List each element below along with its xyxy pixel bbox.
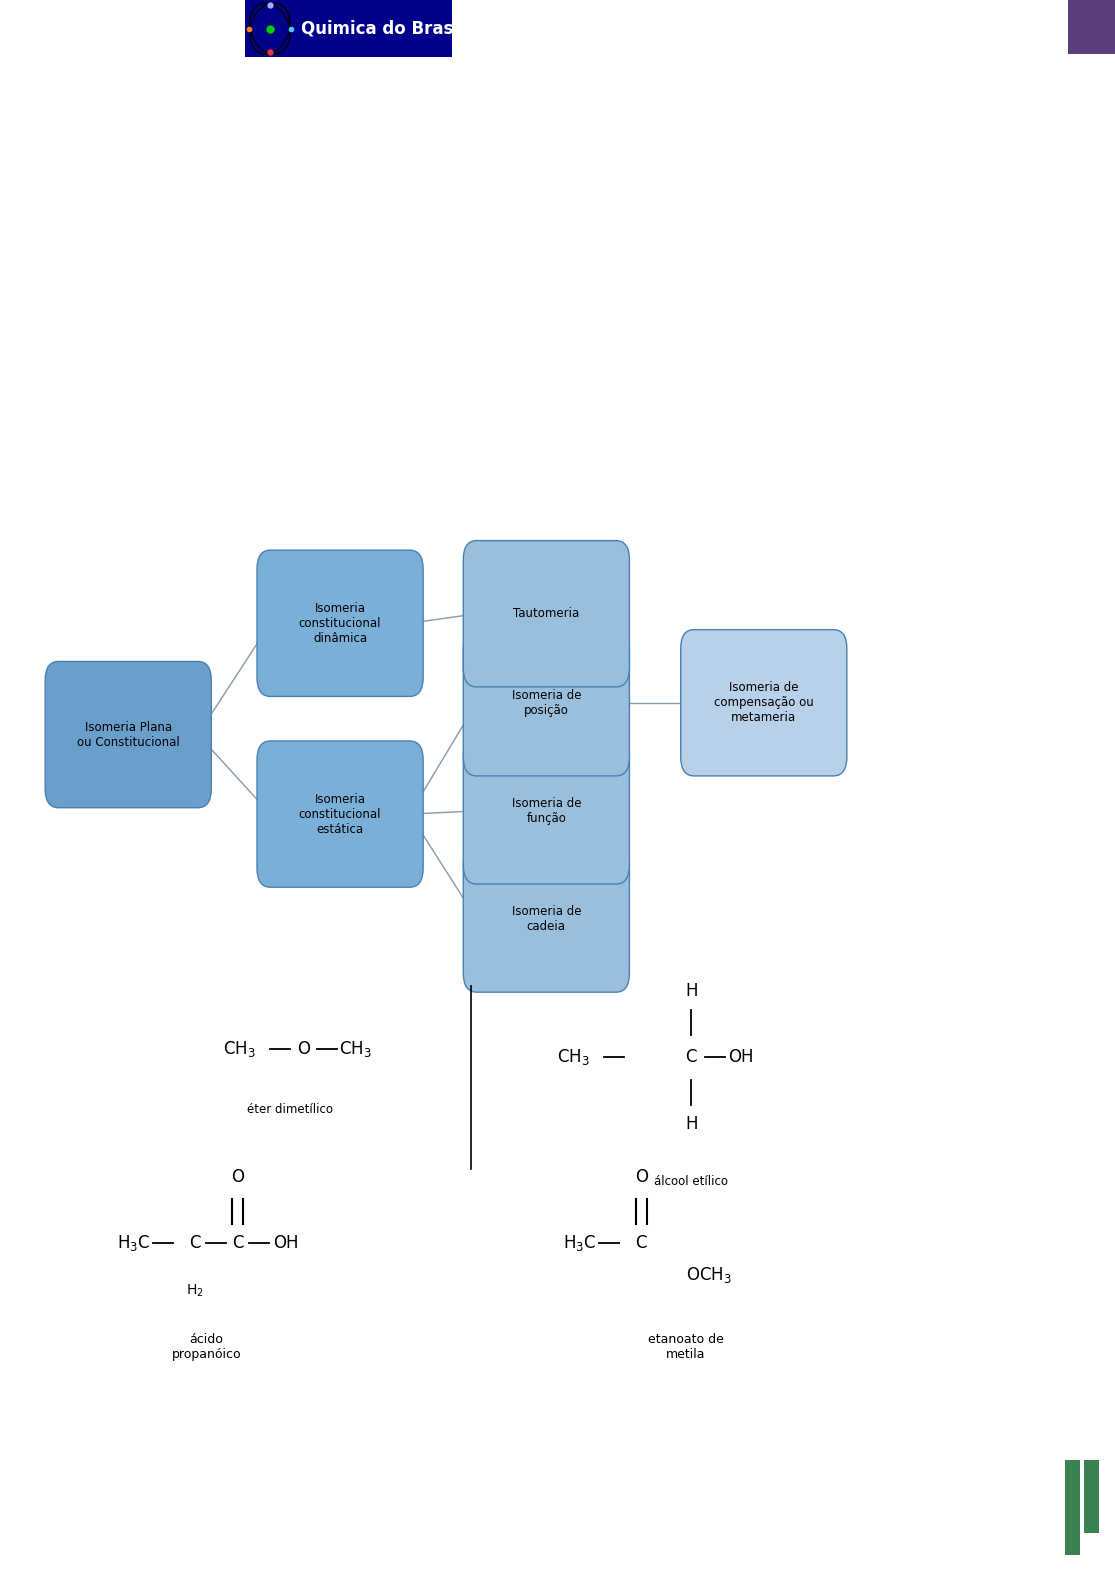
- FancyBboxPatch shape: [464, 541, 629, 687]
- Text: $\mathregular{OCH_3}$: $\mathregular{OCH_3}$: [686, 1266, 731, 1285]
- FancyBboxPatch shape: [1068, 0, 1115, 54]
- Text: C: C: [190, 1234, 201, 1253]
- Text: Isomeria de
posição: Isomeria de posição: [512, 688, 581, 717]
- Text: etanoato de
metila: etanoato de metila: [648, 1332, 724, 1361]
- FancyBboxPatch shape: [256, 550, 423, 696]
- Text: C: C: [686, 1048, 697, 1067]
- FancyBboxPatch shape: [464, 630, 629, 776]
- Text: ácido
propanóico: ácido propanóico: [172, 1332, 241, 1361]
- Text: OH: OH: [728, 1048, 754, 1067]
- Text: $\mathregular{H_3C}$: $\mathregular{H_3C}$: [117, 1234, 151, 1253]
- Text: Isomeria
constitucional
estática: Isomeria constitucional estática: [299, 792, 381, 836]
- FancyBboxPatch shape: [1084, 1460, 1099, 1533]
- Text: $\mathregular{CH_3}$: $\mathregular{CH_3}$: [339, 1040, 371, 1059]
- Text: Isomeria
constitucional
dinâmica: Isomeria constitucional dinâmica: [299, 601, 381, 646]
- Text: $\mathregular{CH_3}$: $\mathregular{CH_3}$: [558, 1048, 590, 1067]
- Text: O: O: [231, 1167, 244, 1186]
- Text: Isomeria de
cadeia: Isomeria de cadeia: [512, 905, 581, 933]
- Text: éter dimetílico: éter dimetílico: [246, 1103, 333, 1116]
- Text: C: C: [232, 1234, 243, 1253]
- Text: $\mathregular{H_2}$: $\mathregular{H_2}$: [186, 1283, 204, 1299]
- Text: Isomeria de
função: Isomeria de função: [512, 797, 581, 825]
- Text: H: H: [685, 981, 698, 1000]
- FancyBboxPatch shape: [256, 741, 423, 887]
- Text: Isomeria de
compensação ou
metameria: Isomeria de compensação ou metameria: [714, 681, 814, 725]
- Text: Quimica do Brasil: Quimica do Brasil: [301, 19, 465, 38]
- FancyBboxPatch shape: [46, 661, 212, 808]
- Text: O: O: [297, 1040, 310, 1059]
- FancyBboxPatch shape: [245, 0, 452, 57]
- Text: C: C: [636, 1234, 647, 1253]
- Text: Isomeria Plana
ou Constitucional: Isomeria Plana ou Constitucional: [77, 720, 180, 749]
- Text: Tautomeria: Tautomeria: [513, 607, 580, 620]
- Text: $\mathregular{CH_3}$: $\mathregular{CH_3}$: [223, 1040, 255, 1059]
- FancyBboxPatch shape: [680, 630, 847, 776]
- Text: H: H: [685, 1115, 698, 1134]
- FancyBboxPatch shape: [1065, 1460, 1080, 1555]
- Text: álcool etílico: álcool etílico: [655, 1175, 728, 1188]
- Text: O: O: [634, 1167, 648, 1186]
- Text: $\mathregular{H_3C}$: $\mathregular{H_3C}$: [563, 1234, 597, 1253]
- Text: OH: OH: [273, 1234, 299, 1253]
- FancyBboxPatch shape: [464, 846, 629, 992]
- FancyBboxPatch shape: [464, 738, 629, 884]
